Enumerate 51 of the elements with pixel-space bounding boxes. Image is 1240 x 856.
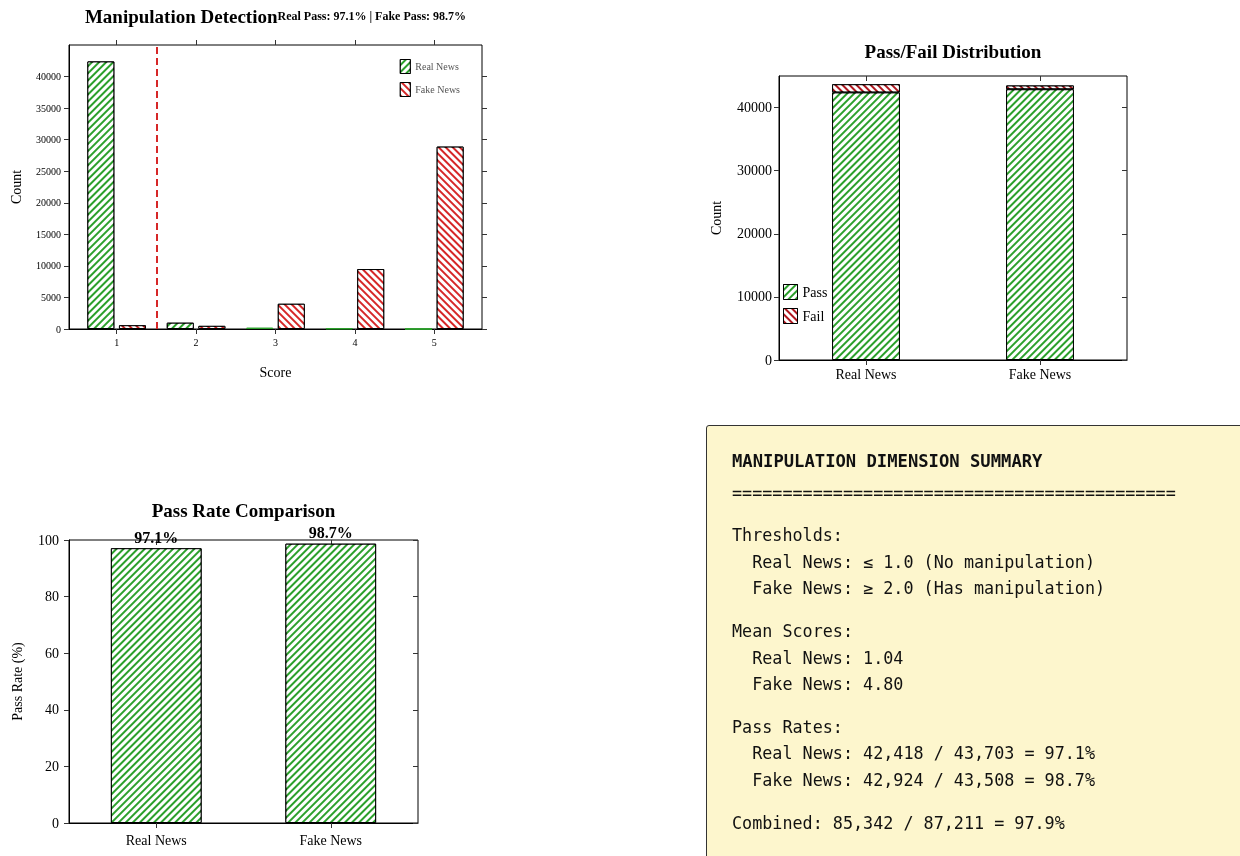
y-tick-label: 15000: [36, 228, 61, 240]
text: Combined: 85,342 / 87,211 = 97.9%: [732, 811, 1066, 835]
y-tick-label: 30000: [737, 163, 772, 179]
y-tick-label: 10000: [737, 289, 772, 305]
x-tick-label: 4: [352, 336, 358, 348]
data-label: 97.1%: [134, 528, 179, 546]
chart-subtitle: Real Pass: 97.1% | Fake Pass: 98.7%: [277, 9, 467, 23]
y-tick-label: 20: [45, 758, 59, 774]
x-tick-label: 3: [273, 336, 278, 348]
legend-label: Fail: [802, 308, 825, 324]
y-tick-label: 20000: [36, 197, 61, 209]
y-tick-label: 30000: [36, 134, 61, 146]
legend-label: Real News: [415, 61, 459, 72]
text: ============================================: [732, 481, 1177, 505]
text: Real News: ≤ 1.0 (No manipulation): [751, 550, 1097, 574]
y-axis-title: Count: [708, 200, 724, 236]
y-tick-label: 0: [765, 352, 772, 368]
text: Pass Rates:: [732, 715, 844, 739]
chart-title: Pass Rate Comparison: [151, 499, 336, 521]
y-tick-label: 25000: [36, 165, 61, 177]
y-tick-label: 40000: [737, 100, 772, 116]
y-tick-label: 35000: [36, 102, 61, 114]
text: Fake News: 4.80: [751, 673, 905, 697]
data-label: 98.7%: [308, 524, 353, 542]
text: Mean Scores:: [732, 619, 854, 643]
y-axis-title: Pass Rate (%): [9, 641, 26, 721]
y-tick-label: 60: [45, 645, 59, 661]
x-axis-title: Score: [259, 364, 292, 380]
x-tick-label: 2: [193, 336, 199, 348]
text: Thresholds:: [732, 524, 844, 548]
text: Real News: 42,418 / 43,703 = 97.1%: [751, 742, 1097, 766]
y-tick-label: 80: [45, 589, 59, 605]
text: Fake News: ≥ 2.0 (Has manipulation): [751, 577, 1107, 601]
chart-title: Manipulation Detection: [84, 5, 278, 27]
chart-title: Pass/Fail Distribution: [864, 40, 1042, 62]
y-tick-label: 0: [56, 323, 61, 335]
legend-label: Pass: [802, 284, 828, 300]
legend-label: Fake News: [415, 84, 461, 95]
x-tick-label: 1: [114, 336, 120, 348]
text: Real News: 1.04: [751, 646, 905, 670]
x-tick-label: 5: [431, 336, 437, 348]
y-tick-label: 40000: [36, 71, 61, 83]
y-tick-label: 20000: [737, 226, 772, 242]
y-tick-label: 10000: [36, 260, 61, 272]
text: MANIPULATION DIMENSION SUMMARY: [732, 450, 1044, 473]
y-tick-label: 100: [38, 532, 59, 548]
text: Fake News: 42,924 / 43,508 = 98.7%: [751, 768, 1097, 792]
y-tick-label: 40: [45, 702, 59, 718]
y-axis-title: Count: [8, 169, 24, 205]
y-tick-label: 0: [52, 815, 59, 831]
y-tick-label: 5000: [41, 291, 61, 303]
